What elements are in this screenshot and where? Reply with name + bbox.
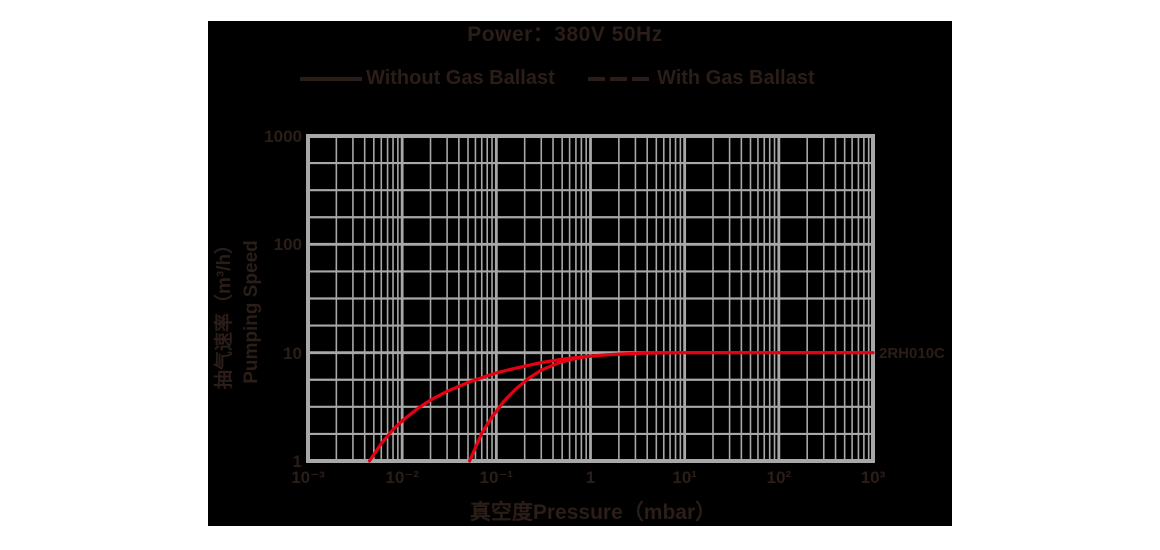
x-tick-label: 10¹ — [672, 468, 697, 487]
y-tick-label: 10 — [283, 343, 302, 363]
y-tick-label: 1 — [292, 452, 302, 471]
legend-line-solid-icon — [300, 77, 362, 81]
curve-with-gas-ballast — [468, 354, 593, 463]
x-tick-label: 10⁻² — [385, 468, 419, 487]
y-tick-label: 100 — [273, 235, 302, 255]
y-tick-label: 1000 — [264, 127, 302, 146]
x-tick-label: 10² — [766, 468, 792, 487]
legend-line-dashed-icon — [588, 77, 651, 81]
x-tick-label: 10⁻³ — [291, 468, 325, 487]
x-tick-label: 10⁻¹ — [479, 468, 514, 487]
curve-model-label: 2RH010C — [879, 345, 945, 362]
legend-label-without-gas-ballast: Without Gas Ballast — [366, 67, 555, 89]
x-tick-label: 1 — [585, 468, 596, 487]
chart-panel — [208, 21, 952, 526]
x-tick-label: 10³ — [860, 468, 886, 487]
x-axis-title: 真空度Pressure（mbar） — [469, 501, 717, 524]
plot-border — [306, 134, 875, 463]
legend-label-with-gas-ballast: With Gas Ballast — [657, 67, 815, 89]
chart-title: Power：380V 50Hz — [467, 23, 663, 46]
curve-without-gas-ballast — [367, 351, 875, 463]
